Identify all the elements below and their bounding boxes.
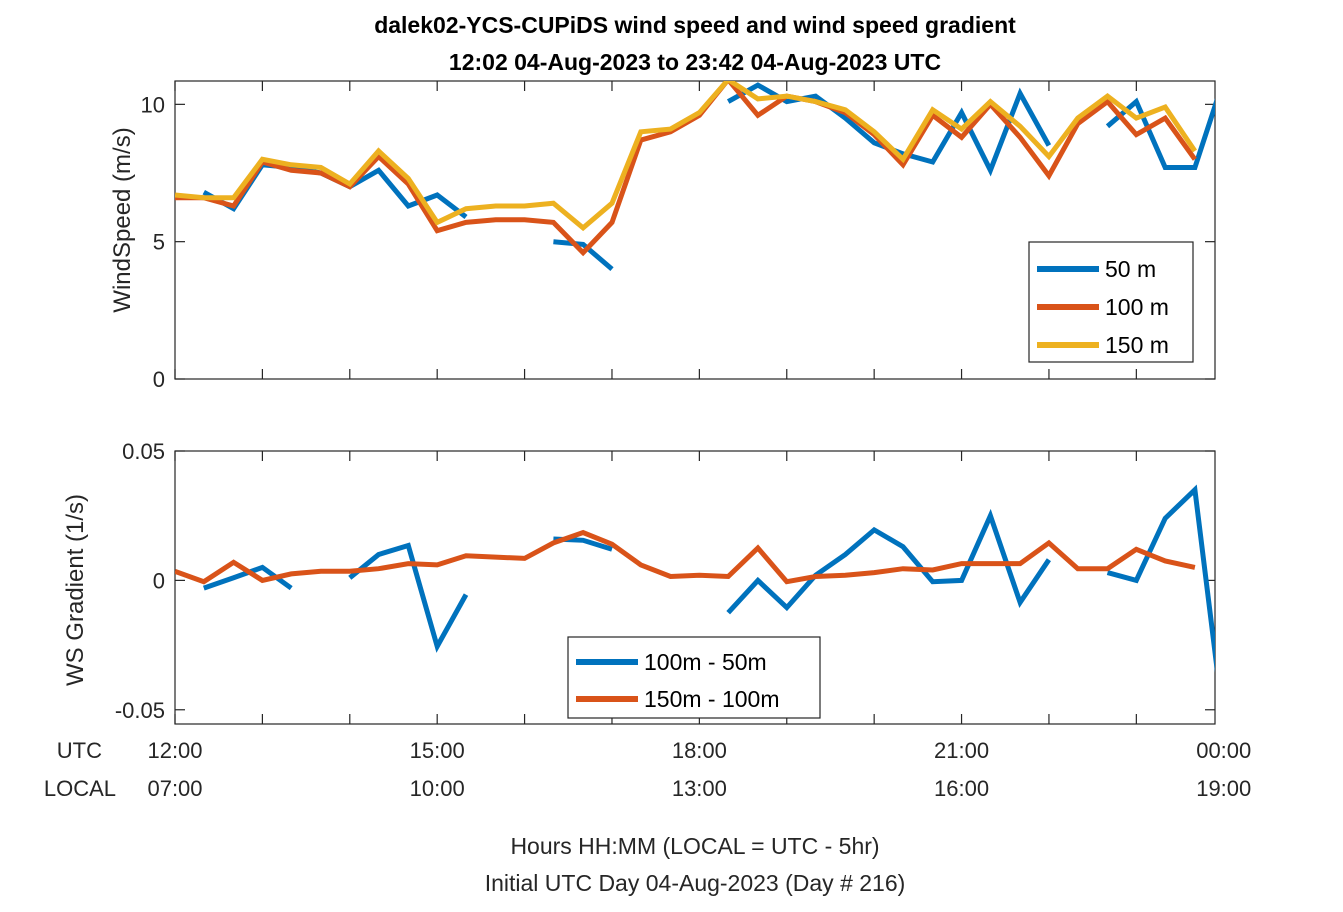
windspeed-series-lines bbox=[175, 81, 1215, 272]
gradient-ytick-label: -0.05 bbox=[115, 698, 165, 723]
xaxis-caption-hours: Hours HH:MM (LOCAL = UTC - 5hr) bbox=[510, 833, 879, 859]
legend-label-150m-100m: 150m - 100m bbox=[644, 686, 780, 712]
legend-label-50m: 50 m bbox=[1105, 256, 1156, 282]
windspeed-ylabel: WindSpeed (m/s) bbox=[109, 127, 136, 312]
legend-label-100m-50m: 100m - 50m bbox=[644, 649, 767, 675]
legend-label-100m: 100 m bbox=[1105, 294, 1169, 320]
xtick-label-local: 07:00 bbox=[147, 776, 202, 801]
xaxis-utc-row-label: UTC bbox=[57, 738, 102, 763]
chart-title-line2: 12:02 04-Aug-2023 to 23:42 04-Aug-2023 U… bbox=[449, 49, 941, 75]
xtick-label-utc: 18:00 bbox=[672, 738, 727, 763]
xtick-label-utc: 00:00 bbox=[1196, 738, 1251, 763]
xtick-label-utc: 21:00 bbox=[934, 738, 989, 763]
xtick-label-utc: 15:00 bbox=[410, 738, 465, 763]
gradient-series-lines bbox=[175, 484, 1215, 673]
windspeed-series-line-150-m bbox=[175, 81, 1197, 232]
xaxis-tick-labels: 12:00 07:00 15:00 10:00 18:00 13:00 21:00 16:00… bbox=[147, 738, 1251, 801]
windspeed-ytick-label: 5 bbox=[153, 230, 165, 255]
xtick-label-local: 13:00 bbox=[672, 776, 727, 801]
gradient-ytick-label: 0.05 bbox=[122, 439, 165, 464]
gradient-tick-marks bbox=[174, 450, 1215, 724]
legend-label-150m: 150 m bbox=[1105, 332, 1169, 358]
xaxis-local-row-label: LOCAL bbox=[44, 776, 116, 801]
gradient-legend: 100m - 50m 150m - 100m bbox=[567, 636, 821, 719]
gradient-ylabel: WS Gradient (1/s) bbox=[62, 494, 89, 686]
gradient-axes: -0.05 0 0.05 WS Gradient (1/s) 100m - 50m … bbox=[62, 439, 1216, 725]
windspeed-ytick-label: 10 bbox=[141, 92, 165, 117]
windspeed-tick-marks bbox=[174, 81, 1215, 380]
windspeed-axes: 0 5 10 WindSpeed (m/s) 50 m 100 m 150 m bbox=[109, 80, 1216, 392]
windspeed-ytick-label: 0 bbox=[153, 367, 165, 392]
xtick-label-local: 10:00 bbox=[410, 776, 465, 801]
windspeed-legend: 50 m 100 m 150 m bbox=[1028, 241, 1194, 363]
gradient-series-line-150m-100m bbox=[175, 529, 1196, 585]
gradient-ytick-label: 0 bbox=[153, 568, 165, 593]
xtick-label-local: 19:00 bbox=[1196, 776, 1251, 801]
xaxis-caption-day: Initial UTC Day 04-Aug-2023 (Day # 216) bbox=[485, 870, 906, 896]
xtick-label-local: 16:00 bbox=[934, 776, 989, 801]
windspeed-ytick-labels: 0 5 10 bbox=[141, 92, 165, 392]
chart-title-line1: dalek02-YCS-CUPiDS wind speed and wind s… bbox=[374, 12, 1016, 38]
gradient-legend-box bbox=[567, 636, 821, 719]
gradient-ytick-labels: -0.05 0 0.05 bbox=[115, 439, 165, 723]
xtick-label-utc: 12:00 bbox=[147, 738, 202, 763]
